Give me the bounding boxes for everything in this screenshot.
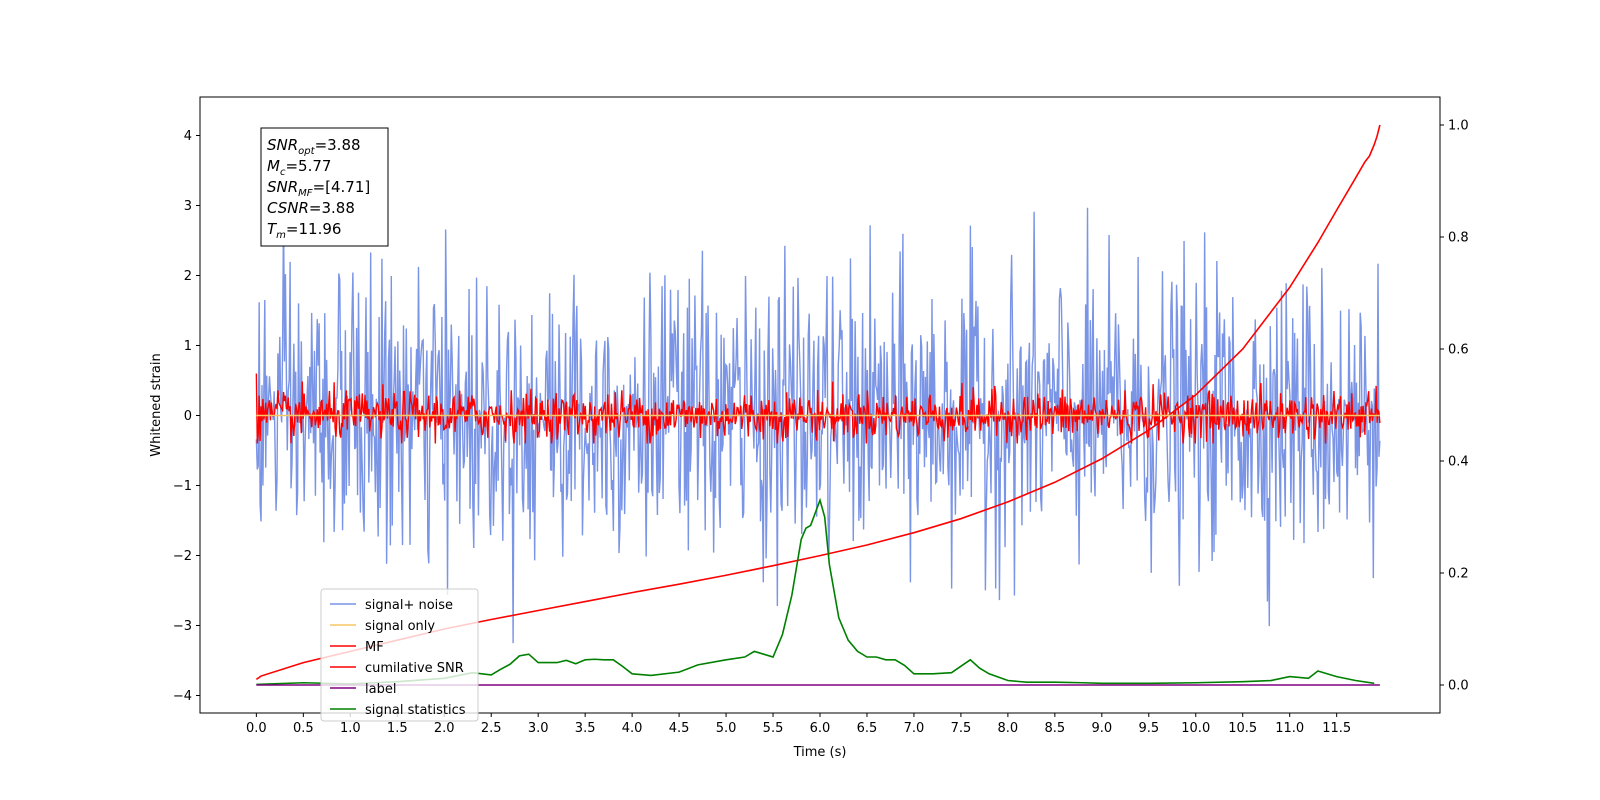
y2-tick-label: 0.8 [1448, 231, 1469, 246]
annotation-subscript: MF [298, 188, 313, 199]
annotation-line: SNRMF=[4.71] [267, 178, 370, 199]
y2-tick-label: 0.4 [1448, 455, 1469, 470]
annotation-line: Mc=5.77 [267, 157, 331, 178]
stats-annotation: SNRopt=3.88Mc=5.77SNRMF=[4.71]CSNR=3.88T… [260, 127, 389, 247]
x-tick-label: 2.5 [481, 721, 502, 736]
y2-tick-label: 1.0 [1448, 119, 1469, 134]
x-tick-label: 5.0 [716, 721, 737, 736]
y-tick-label: 4 [184, 129, 192, 144]
x-tick-label: 7.0 [904, 721, 925, 736]
y-tick-label: 1 [184, 339, 192, 354]
legend-label: MF [365, 640, 384, 655]
annotation-value: =5.77 [285, 157, 331, 175]
annotation-symbol: T [267, 220, 278, 238]
x-tick-label: 6.5 [857, 721, 878, 736]
annotation-line: Tm=11.96 [267, 220, 341, 241]
x-tick-label: 11.0 [1275, 721, 1304, 736]
x-tick-label: 8.5 [1045, 721, 1066, 736]
x-tick-label: 8.0 [998, 721, 1019, 736]
annotation-symbol: CSNR [267, 199, 309, 217]
x-tick-label: 5.5 [763, 721, 784, 736]
legend-label: signal statistics [365, 703, 466, 718]
y-tick-label: 0 [184, 409, 192, 424]
x-tick-label: 6.0 [810, 721, 831, 736]
x-tick-label: 4.5 [669, 721, 690, 736]
y-axis-left: −4 −3 −2 −1 0 1 2 3 4 [173, 129, 200, 704]
y2-tick-label: 0.6 [1448, 343, 1469, 358]
x-tick-label: 11.5 [1322, 721, 1351, 736]
annotation-value: =11.96 [286, 220, 342, 238]
annotation-value: =3.88 [309, 199, 355, 217]
x-tick-label: 0.0 [246, 721, 267, 736]
annotation-symbol: M [267, 157, 280, 175]
series-mf [255, 373, 1381, 444]
y2-tick-label: 0.0 [1448, 679, 1469, 694]
x-axis-label: Time (s) [793, 745, 847, 760]
x-tick-label: 3.0 [528, 721, 549, 736]
x-tick-label: 7.5 [951, 721, 972, 736]
series-signal-statistics [256, 497, 1375, 686]
y-tick-label: −2 [173, 549, 192, 564]
y-axis-label: Whitened strain [149, 353, 164, 456]
x-tick-label: 9.5 [1138, 721, 1159, 736]
y-axis-right: 0.0 0.2 0.4 0.6 0.8 1.0 [1440, 119, 1469, 694]
x-tick-label: 0.5 [293, 721, 314, 736]
y-tick-label: 3 [184, 199, 192, 214]
annotation-symbol: SNR [267, 178, 298, 196]
legend-label: signal+ noise [365, 598, 453, 613]
x-tick-label: 10.5 [1228, 721, 1257, 736]
x-tick-label: 4.0 [622, 721, 643, 736]
annotation-subscript: m [276, 230, 286, 241]
legend-label: label [365, 682, 396, 697]
y-tick-label: −4 [173, 689, 192, 704]
legend-box [320, 588, 479, 722]
x-tick-label: 9.0 [1091, 721, 1112, 736]
annotation-line: SNRopt=3.88 [267, 136, 361, 157]
annotation-value: =3.88 [315, 136, 361, 154]
annotation-box [260, 127, 389, 247]
legend-label: signal only [365, 619, 435, 634]
annotation-symbol: SNR [267, 136, 298, 154]
annotation-subscript: c [280, 167, 286, 178]
y-tick-label: 2 [184, 269, 192, 284]
x-tick-label: 2.0 [434, 721, 455, 736]
x-axis: 0.0 0.5 1.0 1.5 2.0 2.5 3.0 3.5 4.0 4.5 5.0 5.5 6.0 6… [246, 713, 1351, 736]
annotation-subscript: opt [298, 146, 315, 157]
legend: signal+ noise signal only MF cumilative SNR… [320, 588, 479, 722]
x-tick-label: 1.5 [387, 721, 408, 736]
y-tick-label: −1 [173, 479, 192, 494]
x-tick-label: 10.0 [1181, 721, 1210, 736]
annotation-value: =[4.71] [313, 178, 371, 196]
legend-label: cumilative SNR [365, 661, 464, 676]
annotation-line: CSNR=3.88 [267, 199, 355, 217]
y2-tick-label: 0.2 [1448, 567, 1469, 582]
x-tick-label: 1.0 [340, 721, 361, 736]
y-tick-label: −3 [173, 619, 192, 634]
x-tick-label: 3.5 [575, 721, 596, 736]
